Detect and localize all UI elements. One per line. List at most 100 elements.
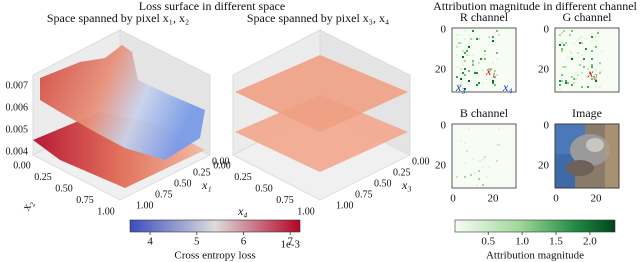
axis-label: x₂ (19, 197, 36, 213)
heatmap-cell (565, 80, 567, 82)
heatmap-cell (591, 78, 593, 80)
heatmap-cell (476, 38, 478, 40)
heatmap-cell (464, 60, 466, 62)
colorbar (454, 219, 616, 233)
tick-label: 0 (544, 24, 550, 36)
heatmap-cell (583, 66, 585, 68)
heatmap-cell (496, 144, 498, 146)
heatmap-title: Image (572, 106, 602, 120)
heatmap-cell (484, 58, 486, 60)
heatmap-cell (480, 160, 482, 162)
heatmap-cell (464, 142, 466, 144)
heatmap-cell (571, 84, 573, 86)
heatmap-cell (587, 86, 589, 88)
heatmap-cell (585, 38, 587, 40)
colorbar-tick-label: 7 (287, 236, 293, 248)
colorbar-tick-label: 6 (241, 236, 247, 248)
colorbar-label: Cross entropy loss (174, 250, 255, 262)
heatmap-cell (492, 82, 494, 84)
heatmap-cell (565, 42, 567, 44)
heatmap-cell (577, 56, 579, 58)
tick-label: 0.75 (155, 189, 173, 200)
tick-label: 20 (538, 64, 550, 76)
heatmap-cell (591, 58, 593, 60)
heatmap-cell (478, 84, 480, 86)
heatmap-frame (554, 27, 620, 93)
heatmap-cell (468, 34, 470, 36)
heatmap-cell (567, 56, 569, 58)
heatmap-cell (585, 76, 587, 78)
heatmap-cell (559, 84, 561, 86)
heatmap-cell (460, 72, 462, 74)
heatmap-cell (482, 166, 484, 168)
colorbar-tick-label: 5 (194, 236, 200, 248)
heatmap-cell (581, 78, 583, 80)
surface (40, 45, 205, 160)
heatmap-cell (583, 58, 585, 60)
heatmap-cell (476, 84, 478, 86)
colorbar (129, 219, 301, 233)
tick-label: 0.00 (212, 156, 230, 167)
heatmap-cell (569, 52, 571, 54)
heatmap-cell (456, 76, 458, 78)
heatmap-cell (472, 64, 474, 66)
heatmap-cell (480, 58, 482, 60)
heatmap-cell (484, 50, 486, 52)
heatmap-cell (478, 62, 480, 64)
tick-label: 0.75 (76, 195, 94, 206)
heatmap-cell (474, 172, 476, 174)
panel-title: Attribution magnitude in different chann… (433, 0, 637, 13)
heatmap-cell (579, 64, 581, 66)
heatmap-cell (496, 58, 498, 60)
heatmap-cell (581, 42, 583, 44)
heatmap-cell (460, 82, 462, 84)
heatmap-cell (591, 64, 593, 66)
heatmap-frame (451, 27, 517, 93)
heatmap-cell (492, 40, 494, 42)
heatmap-cell (466, 50, 468, 52)
heatmap-cell (567, 82, 569, 84)
heatmap-cell (571, 58, 573, 60)
annotation: x₄ (502, 80, 513, 94)
heatmap-cell (470, 174, 472, 176)
heatmap-cell (456, 176, 458, 178)
heatmap-cell (599, 64, 601, 66)
heatmap-cell (581, 54, 583, 56)
axis-label: x₃ (401, 178, 412, 192)
heatmap-cell (599, 62, 601, 64)
tick-label: 0.25 (34, 172, 52, 183)
tick-label: 0 (553, 193, 559, 205)
heatmap-cell (595, 80, 597, 82)
heatmap-cell (571, 52, 573, 54)
heatmap-cell (460, 42, 462, 44)
heatmap-cell (462, 50, 464, 52)
heatmap-cell (494, 32, 496, 34)
heatmap-cell (593, 78, 595, 80)
heatmap-title: B channel (460, 106, 509, 120)
heatmap-cell (456, 54, 458, 56)
heatmap-cell (456, 44, 458, 46)
heatmap-cell (458, 42, 460, 44)
heatmap-cell (559, 34, 561, 36)
heatmap-cell (559, 44, 561, 46)
annotation: x₃ (455, 80, 466, 94)
heatmap-cell (476, 86, 478, 88)
heatmap-cell (482, 58, 484, 60)
heatmap-cell (561, 74, 563, 76)
heatmap-cell (494, 74, 496, 76)
heatmap-cell (464, 176, 466, 178)
colorbar-tick-label: 2.0 (583, 236, 597, 248)
heatmap-cell (599, 86, 601, 88)
heatmap-cell (581, 86, 583, 88)
heatmap-cell (468, 80, 470, 82)
tick-label: 0.005 (6, 124, 29, 135)
heatmap-cell (464, 30, 466, 32)
heatmap-cell (591, 66, 593, 68)
tick-label: 0.25 (234, 172, 252, 183)
tick-label: 0.75 (276, 195, 294, 206)
heatmap-cell (595, 86, 597, 88)
heatmap-cell (575, 72, 577, 74)
heatmap-cell (595, 40, 597, 42)
tick-label: 0 (441, 24, 447, 36)
heatmap-cell (472, 38, 474, 40)
